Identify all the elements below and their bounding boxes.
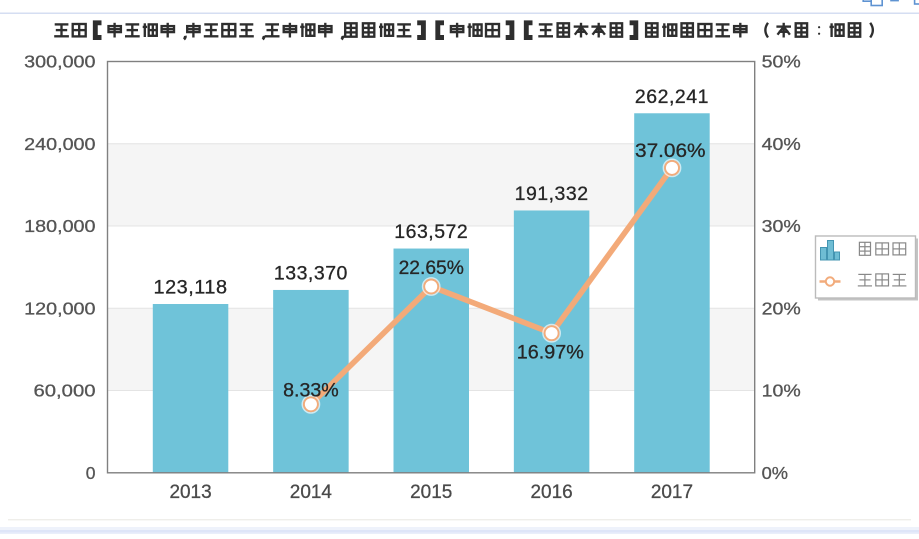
svg-text:2016: 2016 xyxy=(531,482,573,503)
svg-text:22.65%: 22.65% xyxy=(399,258,464,279)
svg-text:10%: 10% xyxy=(762,381,801,401)
svg-text:50%: 50% xyxy=(762,52,801,72)
svg-text:300,000: 300,000 xyxy=(24,52,96,72)
svg-text:180,000: 180,000 xyxy=(24,216,96,236)
svg-text:123,118: 123,118 xyxy=(154,278,228,299)
svg-text:120,000: 120,000 xyxy=(24,298,96,318)
svg-text:2014: 2014 xyxy=(290,482,333,503)
svg-text:60,000: 60,000 xyxy=(34,381,96,401)
svg-text:16.97%: 16.97% xyxy=(517,342,584,363)
svg-text:262,241: 262,241 xyxy=(635,87,709,108)
svg-text:191,332: 191,332 xyxy=(515,184,589,205)
svg-text:8.33%: 8.33% xyxy=(283,380,339,401)
svg-text:40%: 40% xyxy=(762,134,801,154)
svg-text:2017: 2017 xyxy=(651,482,693,503)
svg-text:2013: 2013 xyxy=(169,482,211,503)
svg-text:0%: 0% xyxy=(762,463,788,483)
svg-text:0: 0 xyxy=(86,463,96,483)
svg-text:240,000: 240,000 xyxy=(24,134,96,154)
svg-text:133,370: 133,370 xyxy=(274,263,348,284)
svg-text:30%: 30% xyxy=(762,216,801,236)
svg-text:20%: 20% xyxy=(762,298,801,318)
svg-text:163,572: 163,572 xyxy=(394,222,468,243)
svg-text:37.06%: 37.06% xyxy=(635,141,706,162)
svg-text:2015: 2015 xyxy=(410,482,452,503)
